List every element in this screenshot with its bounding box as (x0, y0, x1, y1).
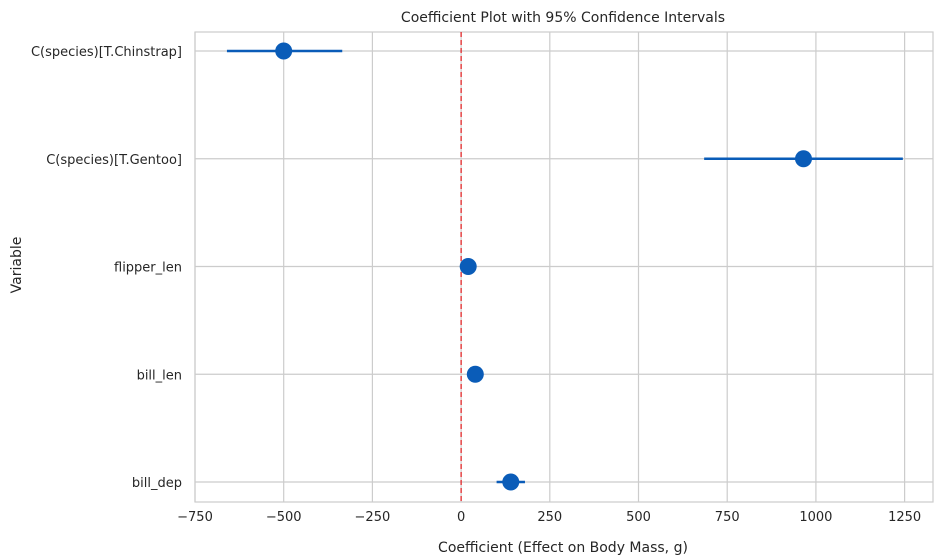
y-tick-label: bill_len (137, 368, 182, 383)
data-marks (226, 42, 903, 491)
y-tick-label: bill_dep (132, 476, 182, 491)
y-tick-label: flipper_len (114, 261, 182, 276)
chart-title: Coefficient Plot with 95% Confidence Int… (401, 10, 725, 26)
y-tick-label: C(species)[T.Chinstrap] (31, 45, 182, 60)
plot-frame (194, 31, 934, 503)
grid-lines (194, 32, 933, 502)
x-tick-label: 1000 (799, 510, 832, 525)
x-tick-label: 750 (715, 510, 740, 525)
y-tick-labels: C(species)[T.Chinstrap] C(species)[T.Gent… (31, 45, 182, 491)
coefficient-point (466, 365, 484, 383)
coefficient-point (459, 258, 477, 275)
x-tick-label: −500 (266, 510, 302, 525)
coefficient-point (275, 42, 293, 60)
y-tick-label: C(species)[T.Gentoo] (46, 153, 182, 168)
x-tick-label: 1250 (888, 510, 921, 525)
coefficient-point (502, 473, 520, 491)
x-axis-title: Coefficient (Effect on Body Mass, g) (438, 540, 688, 556)
x-tick-label: 500 (626, 510, 651, 525)
x-tick-label: 0 (457, 510, 465, 525)
x-tick-label: −250 (355, 510, 391, 525)
coefficient-point (794, 150, 812, 168)
x-tick-label: −750 (177, 510, 213, 525)
x-tick-label: 250 (537, 510, 562, 525)
y-axis-title: Variable (9, 237, 25, 294)
x-tick-labels: −750 −500 −250 0 250 500 750 1000 1250 (177, 510, 921, 525)
